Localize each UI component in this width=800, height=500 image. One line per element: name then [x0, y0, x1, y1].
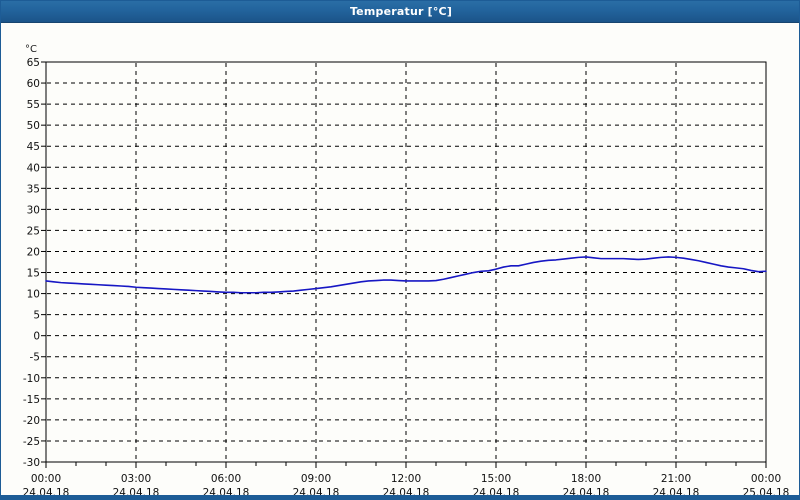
y-axis-title: °C — [25, 44, 37, 55]
y-tick-label: 35 — [27, 183, 40, 195]
plot-frame — [45, 61, 767, 463]
y-tick-label: 60 — [27, 78, 40, 90]
x-tick-time-label: 00:00 — [31, 473, 61, 485]
x-tick-time-label: 12:00 — [391, 473, 421, 485]
y-tick-label: -15 — [23, 394, 40, 406]
x-tick-time-label: 09:00 — [301, 473, 331, 485]
y-tick-label: 25 — [27, 225, 40, 237]
y-tick-label: 20 — [27, 246, 40, 258]
x-tick-time-label: 03:00 — [121, 473, 151, 485]
y-tick-label: -10 — [23, 373, 40, 385]
y-tick-label: 15 — [27, 268, 40, 280]
temperature-series-line — [45, 256, 767, 294]
x-tick-time-label: 00:00 — [751, 473, 781, 485]
y-tick-label: -25 — [23, 436, 40, 448]
x-tick-time-label: 06:00 — [211, 473, 241, 485]
y-tick-label: 65 — [27, 57, 40, 69]
y-tick-label: 55 — [27, 99, 40, 111]
y-tick-label: 10 — [27, 289, 40, 301]
y-tick-label: -30 — [23, 457, 40, 469]
y-tick-label: 50 — [27, 120, 40, 132]
window-title: Temperatur [°C] — [349, 5, 453, 18]
vertical-gridlines — [135, 63, 677, 461]
y-tick-label: 45 — [27, 141, 40, 153]
y-tick-label: 5 — [33, 310, 40, 322]
y-tick-label: -5 — [30, 352, 40, 364]
y-tick-label: -20 — [23, 415, 40, 427]
y-tick-label: 0 — [33, 331, 40, 343]
y-axis-tick-labels: 65605550454035302520151050-5-10-15-20-25… — [23, 57, 40, 469]
temperature-line-chart: 65605550454035302520151050-5-10-15-20-25… — [23, 44, 790, 499]
window-titlebar: Temperatur [°C] — [1, 1, 799, 23]
x-axis-minor-ticks — [41, 61, 767, 468]
chart-plot-area: 65 60 55 50 45 40 35 30 25 20 15 10 5 0 -5 -10 -15 -20 -25… — [1, 23, 799, 499]
y-tick-label: 30 — [27, 204, 40, 216]
x-tick-time-label: 18:00 — [571, 473, 601, 485]
x-tick-time-label: 21:00 — [661, 473, 691, 485]
x-tick-time-label: 15:00 — [481, 473, 511, 485]
y-tick-label: 40 — [27, 162, 40, 174]
window-bottom-bar — [1, 495, 799, 499]
